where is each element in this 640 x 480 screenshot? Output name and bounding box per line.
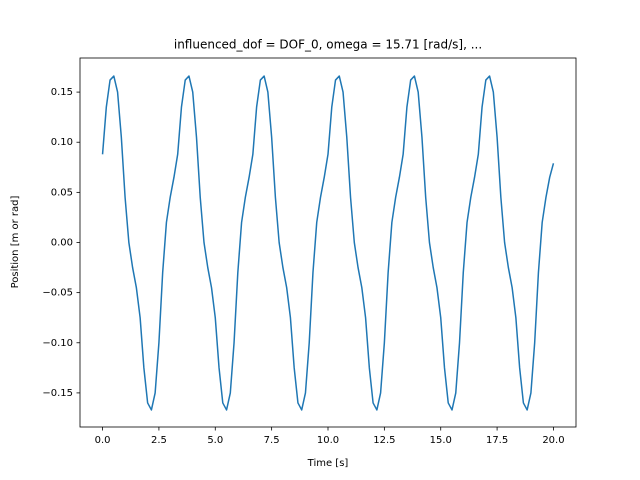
x-tick-label: 20.0 xyxy=(542,435,564,446)
x-tick-label: 10.0 xyxy=(317,435,339,446)
y-tick-label: 0.05 xyxy=(51,187,73,198)
line xyxy=(101,75,555,411)
y-tick-label: 0.10 xyxy=(51,137,73,148)
y-tick-label: −0.15 xyxy=(42,388,73,399)
y-axis-label: Position [m or rad] xyxy=(10,195,21,288)
x-tick-label: 17.5 xyxy=(486,435,508,446)
x-tick-label: 2.5 xyxy=(151,435,167,446)
x-tick-label: 12.5 xyxy=(373,435,395,446)
chart-title: influenced_dof = DOF_0, omega = 15.71 [r… xyxy=(174,38,482,52)
x-tick-label: 7.5 xyxy=(264,435,280,446)
x-tick-label: 0.0 xyxy=(95,435,111,446)
y-tick-label: −0.05 xyxy=(42,288,73,299)
x-tick-label: 15.0 xyxy=(430,435,452,446)
y-tick-label: −0.10 xyxy=(42,338,73,349)
x-axis-label: Time [s] xyxy=(307,458,349,469)
plot-frame xyxy=(79,57,577,428)
y-tick-label: 0.00 xyxy=(51,238,73,249)
x-tick-label: 5.0 xyxy=(207,435,223,446)
y-tick-label: 0.15 xyxy=(51,87,73,98)
